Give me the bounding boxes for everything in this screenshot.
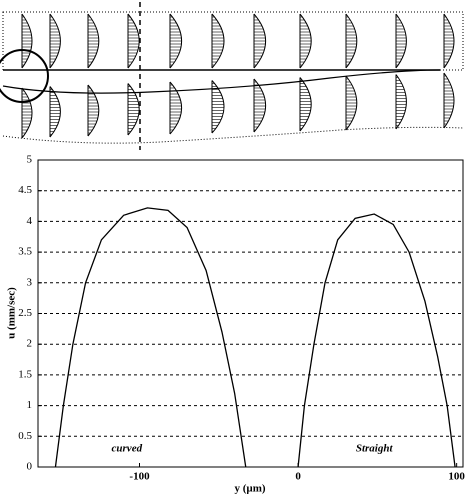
- y-tick-label: 0: [27, 461, 33, 473]
- velocity-profile: [21, 87, 33, 139]
- y-tick-label: 5: [27, 154, 33, 166]
- y-tick-label: 4.5: [18, 184, 32, 196]
- y-tick-label: 0.5: [18, 430, 32, 442]
- x-tick-label: 100: [448, 471, 465, 483]
- x-tick-label: 0: [295, 471, 301, 483]
- y-tick-label: 3: [27, 276, 33, 288]
- y-tick-label: 3.5: [18, 246, 32, 258]
- velocity-profile: [169, 81, 183, 135]
- plot-frame: [37, 159, 464, 468]
- velocity-profile: [211, 80, 225, 134]
- y-tick-label: 1: [27, 399, 33, 411]
- x-tick-label: -100: [129, 471, 150, 483]
- flow-visualization: [0, 2, 464, 150]
- velocity-profile: [87, 84, 100, 137]
- velocity-profile: [395, 74, 407, 130]
- upper-channel: [2, 11, 464, 71]
- curved-wall: [2, 69, 441, 94]
- line-series: [297, 213, 456, 468]
- annotation: curved: [112, 443, 143, 455]
- velocity-profile: [443, 72, 455, 129]
- lower-wall: [2, 126, 464, 144]
- velocity-profile: [49, 86, 61, 138]
- line-series: [54, 207, 247, 468]
- y-axis-label: u (mm/sec): [6, 287, 18, 339]
- velocity-profile: [127, 83, 140, 136]
- annotation: Straight: [356, 443, 394, 455]
- x-axis-label: y (µm): [234, 483, 265, 495]
- y-tick-label: 2.5: [18, 307, 32, 319]
- y-tick-label: 1.5: [18, 368, 32, 380]
- y-tick-label: 4: [27, 215, 33, 227]
- y-tick-label: 2: [27, 338, 33, 350]
